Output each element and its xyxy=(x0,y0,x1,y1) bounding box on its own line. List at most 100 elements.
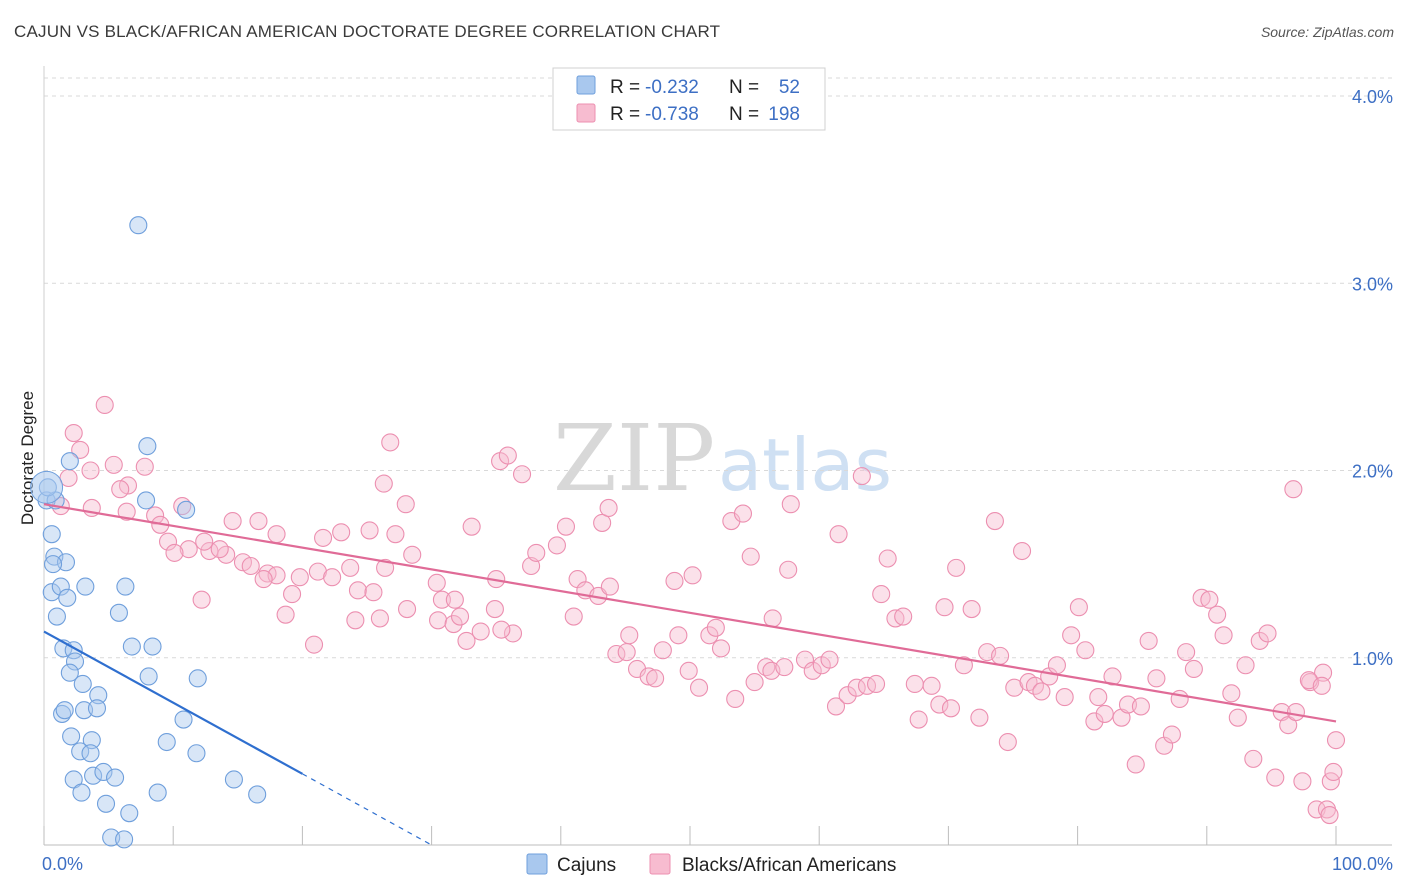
black-point-30 xyxy=(386,525,405,544)
cajun-point-28 xyxy=(82,731,101,750)
trend-line-cajuns xyxy=(43,630,303,775)
black-point-35 xyxy=(323,568,342,587)
black-point-161 xyxy=(1200,590,1219,609)
cajun-point-6 xyxy=(51,577,70,596)
black-point-27 xyxy=(314,528,333,547)
cajun-point-42 xyxy=(120,804,139,823)
cajun-point-34 xyxy=(84,766,103,785)
black-point-47 xyxy=(398,600,417,619)
series-cajuns xyxy=(30,216,267,849)
trend-line-black xyxy=(43,503,1337,723)
legend-swatch-black xyxy=(576,103,596,123)
y-tick-label-0: 1.0% xyxy=(1352,649,1393,669)
black-point-51 xyxy=(445,590,464,609)
black-point-103 xyxy=(779,560,798,579)
black-point-154 xyxy=(1147,669,1166,688)
black-point-77 xyxy=(600,577,619,596)
black-point-141 xyxy=(1055,688,1074,707)
black-point-46 xyxy=(370,609,389,628)
black-point-152 xyxy=(1131,697,1150,716)
black-point-147 xyxy=(1095,704,1114,723)
black-point-128 xyxy=(962,600,981,619)
black-point-166 xyxy=(1236,656,1255,675)
black-point-49 xyxy=(427,573,446,592)
black-point-149 xyxy=(1112,708,1131,727)
black-point-40 xyxy=(364,583,383,602)
cajun-point-23 xyxy=(55,701,74,720)
black-point-56 xyxy=(457,631,476,650)
cajun-point-0 xyxy=(129,216,148,235)
black-point-86 xyxy=(669,626,688,645)
black-point-106 xyxy=(803,661,822,680)
black-point-183 xyxy=(1326,731,1346,750)
black-point-37 xyxy=(376,558,395,577)
x-tick-label-1: 100.0% xyxy=(1332,854,1393,874)
black-point-89 xyxy=(679,661,698,680)
black-point-95 xyxy=(733,504,753,523)
black-point-78 xyxy=(599,498,618,518)
black-point-15 xyxy=(223,512,242,531)
black-point-2 xyxy=(71,440,90,459)
black-point-50 xyxy=(432,590,451,609)
cajun-point-46 xyxy=(177,500,196,519)
source-label: Source: ZipAtlas.com xyxy=(1260,24,1394,40)
black-point-114 xyxy=(857,676,877,695)
black-point-120 xyxy=(905,674,924,694)
bottom-legend-swatch-cajuns xyxy=(526,853,548,875)
black-point-156 xyxy=(1162,725,1181,744)
black-point-59 xyxy=(492,620,511,639)
y-tick-labels: 1.0% 2.0% 3.0% 4.0% xyxy=(1352,87,1393,669)
y-tick-label-1: 2.0% xyxy=(1352,462,1393,482)
black-point-19 xyxy=(165,543,184,562)
cajun-point-16 xyxy=(122,637,141,656)
black-point-92 xyxy=(706,618,725,637)
black-point-91 xyxy=(700,626,719,645)
cajun-point-31 xyxy=(81,744,100,763)
series-legend: Cajuns Blacks/African Americans xyxy=(526,853,896,876)
cajun-point-25 xyxy=(87,699,107,718)
black-point-28 xyxy=(332,523,351,542)
black-point-116 xyxy=(872,585,891,604)
cajun-point-8 xyxy=(116,577,135,596)
black-point-5 xyxy=(104,455,123,474)
black-point-11 xyxy=(117,502,136,521)
black-point-65 xyxy=(498,446,517,465)
black-point-163 xyxy=(1214,626,1233,645)
legend-swatch-cajuns xyxy=(576,75,596,95)
black-point-23 xyxy=(210,540,229,559)
black-point-87 xyxy=(665,571,684,591)
x-tick-labels: 0.0% 100.0% xyxy=(42,854,1393,874)
black-point-159 xyxy=(1184,659,1203,679)
black-point-66 xyxy=(512,465,532,484)
black-point-39 xyxy=(348,581,368,600)
black-point-140 xyxy=(1047,656,1066,675)
cajun-point-36 xyxy=(106,768,125,787)
black-point-169 xyxy=(1258,624,1277,643)
black-point-60 xyxy=(462,517,481,536)
cajun-point-45 xyxy=(137,491,156,510)
black-point-36 xyxy=(341,558,360,577)
black-point-110 xyxy=(829,525,848,544)
black-point-168 xyxy=(1250,631,1269,650)
black-point-57 xyxy=(485,600,504,619)
cajun-point-10 xyxy=(47,607,66,626)
y-tick-label-3: 4.0% xyxy=(1352,87,1393,107)
black-point-177 xyxy=(1314,663,1333,682)
series-black-african-americans xyxy=(51,395,1346,825)
legend-r-value-cajuns: -0.232 xyxy=(645,77,699,98)
trend-line-cajuns-extension xyxy=(302,773,432,846)
black-point-133 xyxy=(998,732,1017,752)
black-point-127 xyxy=(954,656,973,675)
cajun-point-32 xyxy=(187,744,206,763)
black-point-33 xyxy=(290,568,309,587)
black-point-83 xyxy=(639,667,658,686)
black-point-184 xyxy=(1320,805,1339,825)
cajun-point-39 xyxy=(148,783,167,802)
cajun-point-9 xyxy=(58,588,77,607)
black-point-0 xyxy=(95,395,114,415)
black-point-48 xyxy=(304,635,324,654)
cajun-point-37 xyxy=(224,770,243,789)
black-point-29 xyxy=(360,521,379,540)
x-tick-label-0: 0.0% xyxy=(42,854,83,874)
cajun-point-44 xyxy=(115,830,134,849)
